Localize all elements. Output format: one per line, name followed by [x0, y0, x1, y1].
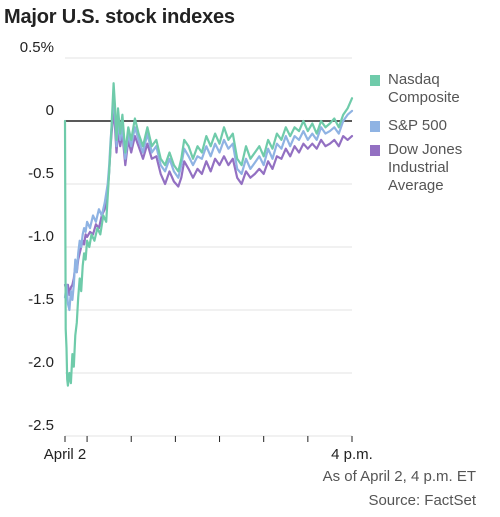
y-tick-labels: 0.5% 0 -0.5 -1.0 -1.5 -2.0 -2.5 [20, 39, 54, 434]
x-tick-label: April 2 [44, 446, 87, 463]
as-of-note: As of April 2, 4 p.m. ET [322, 468, 476, 485]
legend-swatch [370, 75, 380, 86]
series-line-s-p-500 [63, 94, 354, 312]
source-note: Source: FactSet [368, 492, 476, 509]
series-lines [63, 82, 354, 387]
series-line-nasdaq-composite [63, 82, 354, 387]
y-gridlines [65, 57, 352, 437]
legend-swatch [370, 121, 380, 132]
y-tick-label: -1.5 [28, 291, 54, 308]
legend-swatch [370, 145, 380, 156]
series-line-dow-jones-industrial-average [63, 107, 354, 296]
x-axis: April 2 4 p.m. [44, 436, 373, 463]
legend-label: Dow Jones Industrial Average [388, 141, 462, 194]
y-tick-label: 0 [46, 102, 54, 119]
y-tick-label: -2.0 [28, 354, 54, 371]
y-tick-label: -2.5 [28, 417, 54, 434]
y-tick-label: -1.0 [28, 228, 54, 245]
legend-label: S&P 500 [388, 117, 447, 134]
y-tick-label: 0.5% [20, 39, 54, 56]
chart-title: Major U.S. stock indexes [4, 6, 235, 28]
legend: Nasdaq Composite S&P 500 Dow Jones Industria… [370, 71, 462, 194]
y-tick-label: -0.5 [28, 165, 54, 182]
x-tick-label: 4 p.m. [331, 446, 373, 463]
legend-label: Nasdaq Composite [388, 71, 460, 106]
